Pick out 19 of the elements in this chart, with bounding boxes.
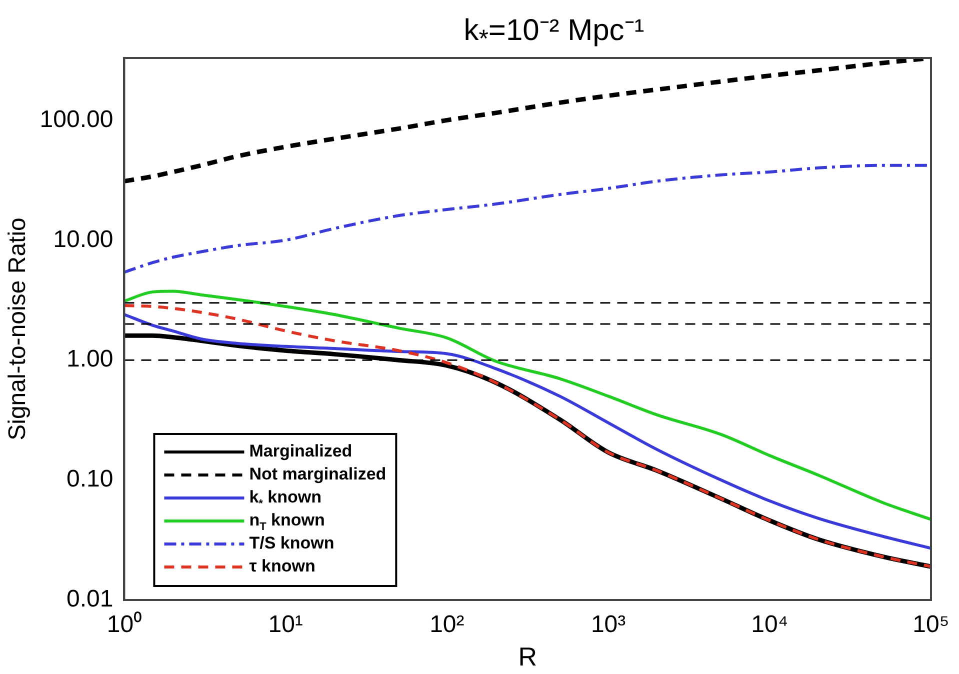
y-tick-label: 100.00 — [40, 106, 114, 133]
x-tick-label: 10³ — [590, 611, 626, 638]
y-tick-label: 0.10 — [66, 466, 114, 493]
y-tick-label: 1.00 — [66, 346, 114, 373]
legend-label: τ known — [249, 556, 316, 576]
x-tick-label: 10⁴ — [751, 611, 788, 638]
x-tick-label: 10² — [430, 611, 464, 638]
x-tick-label: 10⁵ — [912, 611, 950, 638]
legend-label: T/S known — [249, 534, 334, 553]
y-axis-title: Signal-to-noise Ratio — [4, 218, 32, 440]
legend-label: k* known — [249, 488, 322, 510]
x-axis-title: R — [518, 642, 537, 672]
chart-title: k$_{*}$=10⁻² Mpc⁻¹ — [462, 13, 646, 54]
legend-label: Not marginalized — [249, 464, 386, 484]
y-tick-label: 10.00 — [53, 226, 114, 253]
x-tick-label: 10⁰ — [106, 611, 142, 638]
y-tick-label: 0.01 — [66, 586, 114, 613]
legend-label: Marginalized — [249, 442, 352, 461]
x-tick-label: 10¹ — [268, 611, 303, 638]
